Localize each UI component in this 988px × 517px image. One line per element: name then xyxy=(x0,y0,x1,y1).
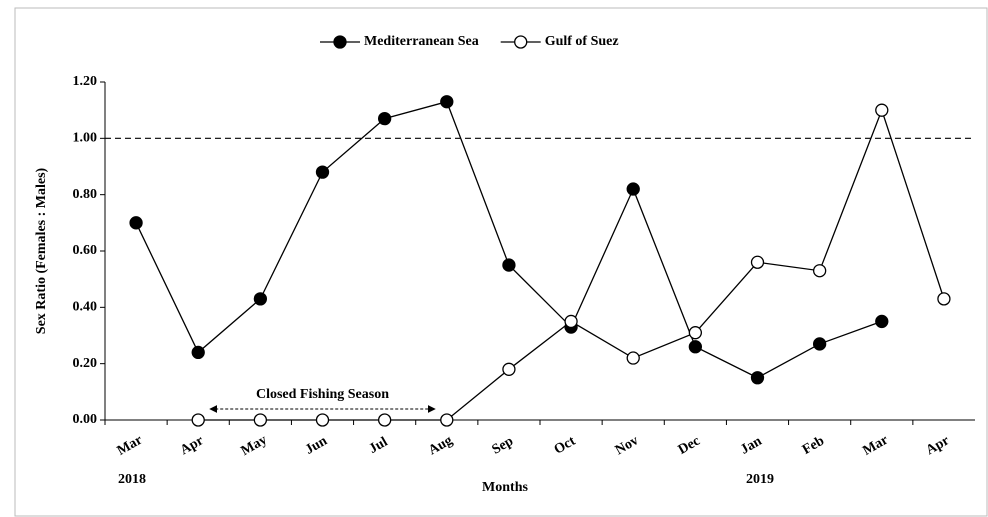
x-tick-label: Jul xyxy=(367,435,391,457)
marker xyxy=(377,111,392,126)
frame xyxy=(14,7,988,517)
marker xyxy=(502,362,516,376)
marker xyxy=(377,413,392,427)
legend-marker xyxy=(514,35,528,49)
series-line xyxy=(135,100,883,379)
x-tick-label: Feb xyxy=(800,434,827,458)
y-tick-label: 0.00 xyxy=(73,412,98,427)
y-tick-label: 0.80 xyxy=(73,187,98,202)
y-tick-label: 1.00 xyxy=(73,131,98,146)
legend-label: Gulf of Suez xyxy=(545,34,619,49)
marker xyxy=(688,340,703,354)
x-tick-label: May xyxy=(239,432,270,459)
x-tick-label: Mar xyxy=(860,433,890,459)
marker xyxy=(875,103,889,117)
marker xyxy=(502,258,516,272)
marker xyxy=(626,182,640,196)
x-tick-label: Oct xyxy=(552,434,579,458)
marker xyxy=(875,314,889,329)
legend-label: Mediterranean Sea xyxy=(364,34,479,49)
marker xyxy=(253,292,268,306)
marker xyxy=(440,413,454,427)
marker xyxy=(253,413,268,427)
annotation: Closed Fishing Season xyxy=(256,387,389,402)
marker xyxy=(812,337,827,351)
legend-marker xyxy=(333,35,347,49)
x-axis-label: Months xyxy=(482,480,528,495)
x-tick-label: Aug xyxy=(426,433,455,458)
marker xyxy=(750,371,765,385)
marker xyxy=(564,314,578,329)
x-tick-label: Jun xyxy=(303,434,330,458)
y-tick-label: 0.60 xyxy=(73,243,98,258)
y-tick-label: 0.20 xyxy=(73,356,98,371)
marker xyxy=(688,326,703,340)
marker xyxy=(750,255,765,269)
x-tick-label: Apr xyxy=(178,433,206,458)
x-tick-label: Jan xyxy=(738,434,765,458)
marker xyxy=(191,345,205,360)
x-tick-label: Mar xyxy=(115,433,145,459)
marker xyxy=(626,351,640,365)
x-tick-label: Nov xyxy=(613,433,641,458)
marker xyxy=(315,165,330,179)
marker xyxy=(440,95,454,109)
marker xyxy=(129,216,143,230)
y-tick-label: 1.20 xyxy=(73,74,98,89)
marker xyxy=(315,413,330,427)
x-tick-label: Dec xyxy=(676,434,703,458)
year-label: 2018 xyxy=(118,472,146,487)
marker xyxy=(937,292,951,306)
marker xyxy=(191,413,205,427)
y-tick-label: 0.40 xyxy=(73,300,98,315)
year-label: 2019 xyxy=(746,472,774,487)
x-tick-label: Apr xyxy=(924,433,952,458)
marker xyxy=(812,264,827,278)
series-line xyxy=(198,108,945,421)
x-tick-label: Sep xyxy=(490,434,517,458)
y-axis-label: Sex Ratio (Females : Males) xyxy=(34,167,49,334)
